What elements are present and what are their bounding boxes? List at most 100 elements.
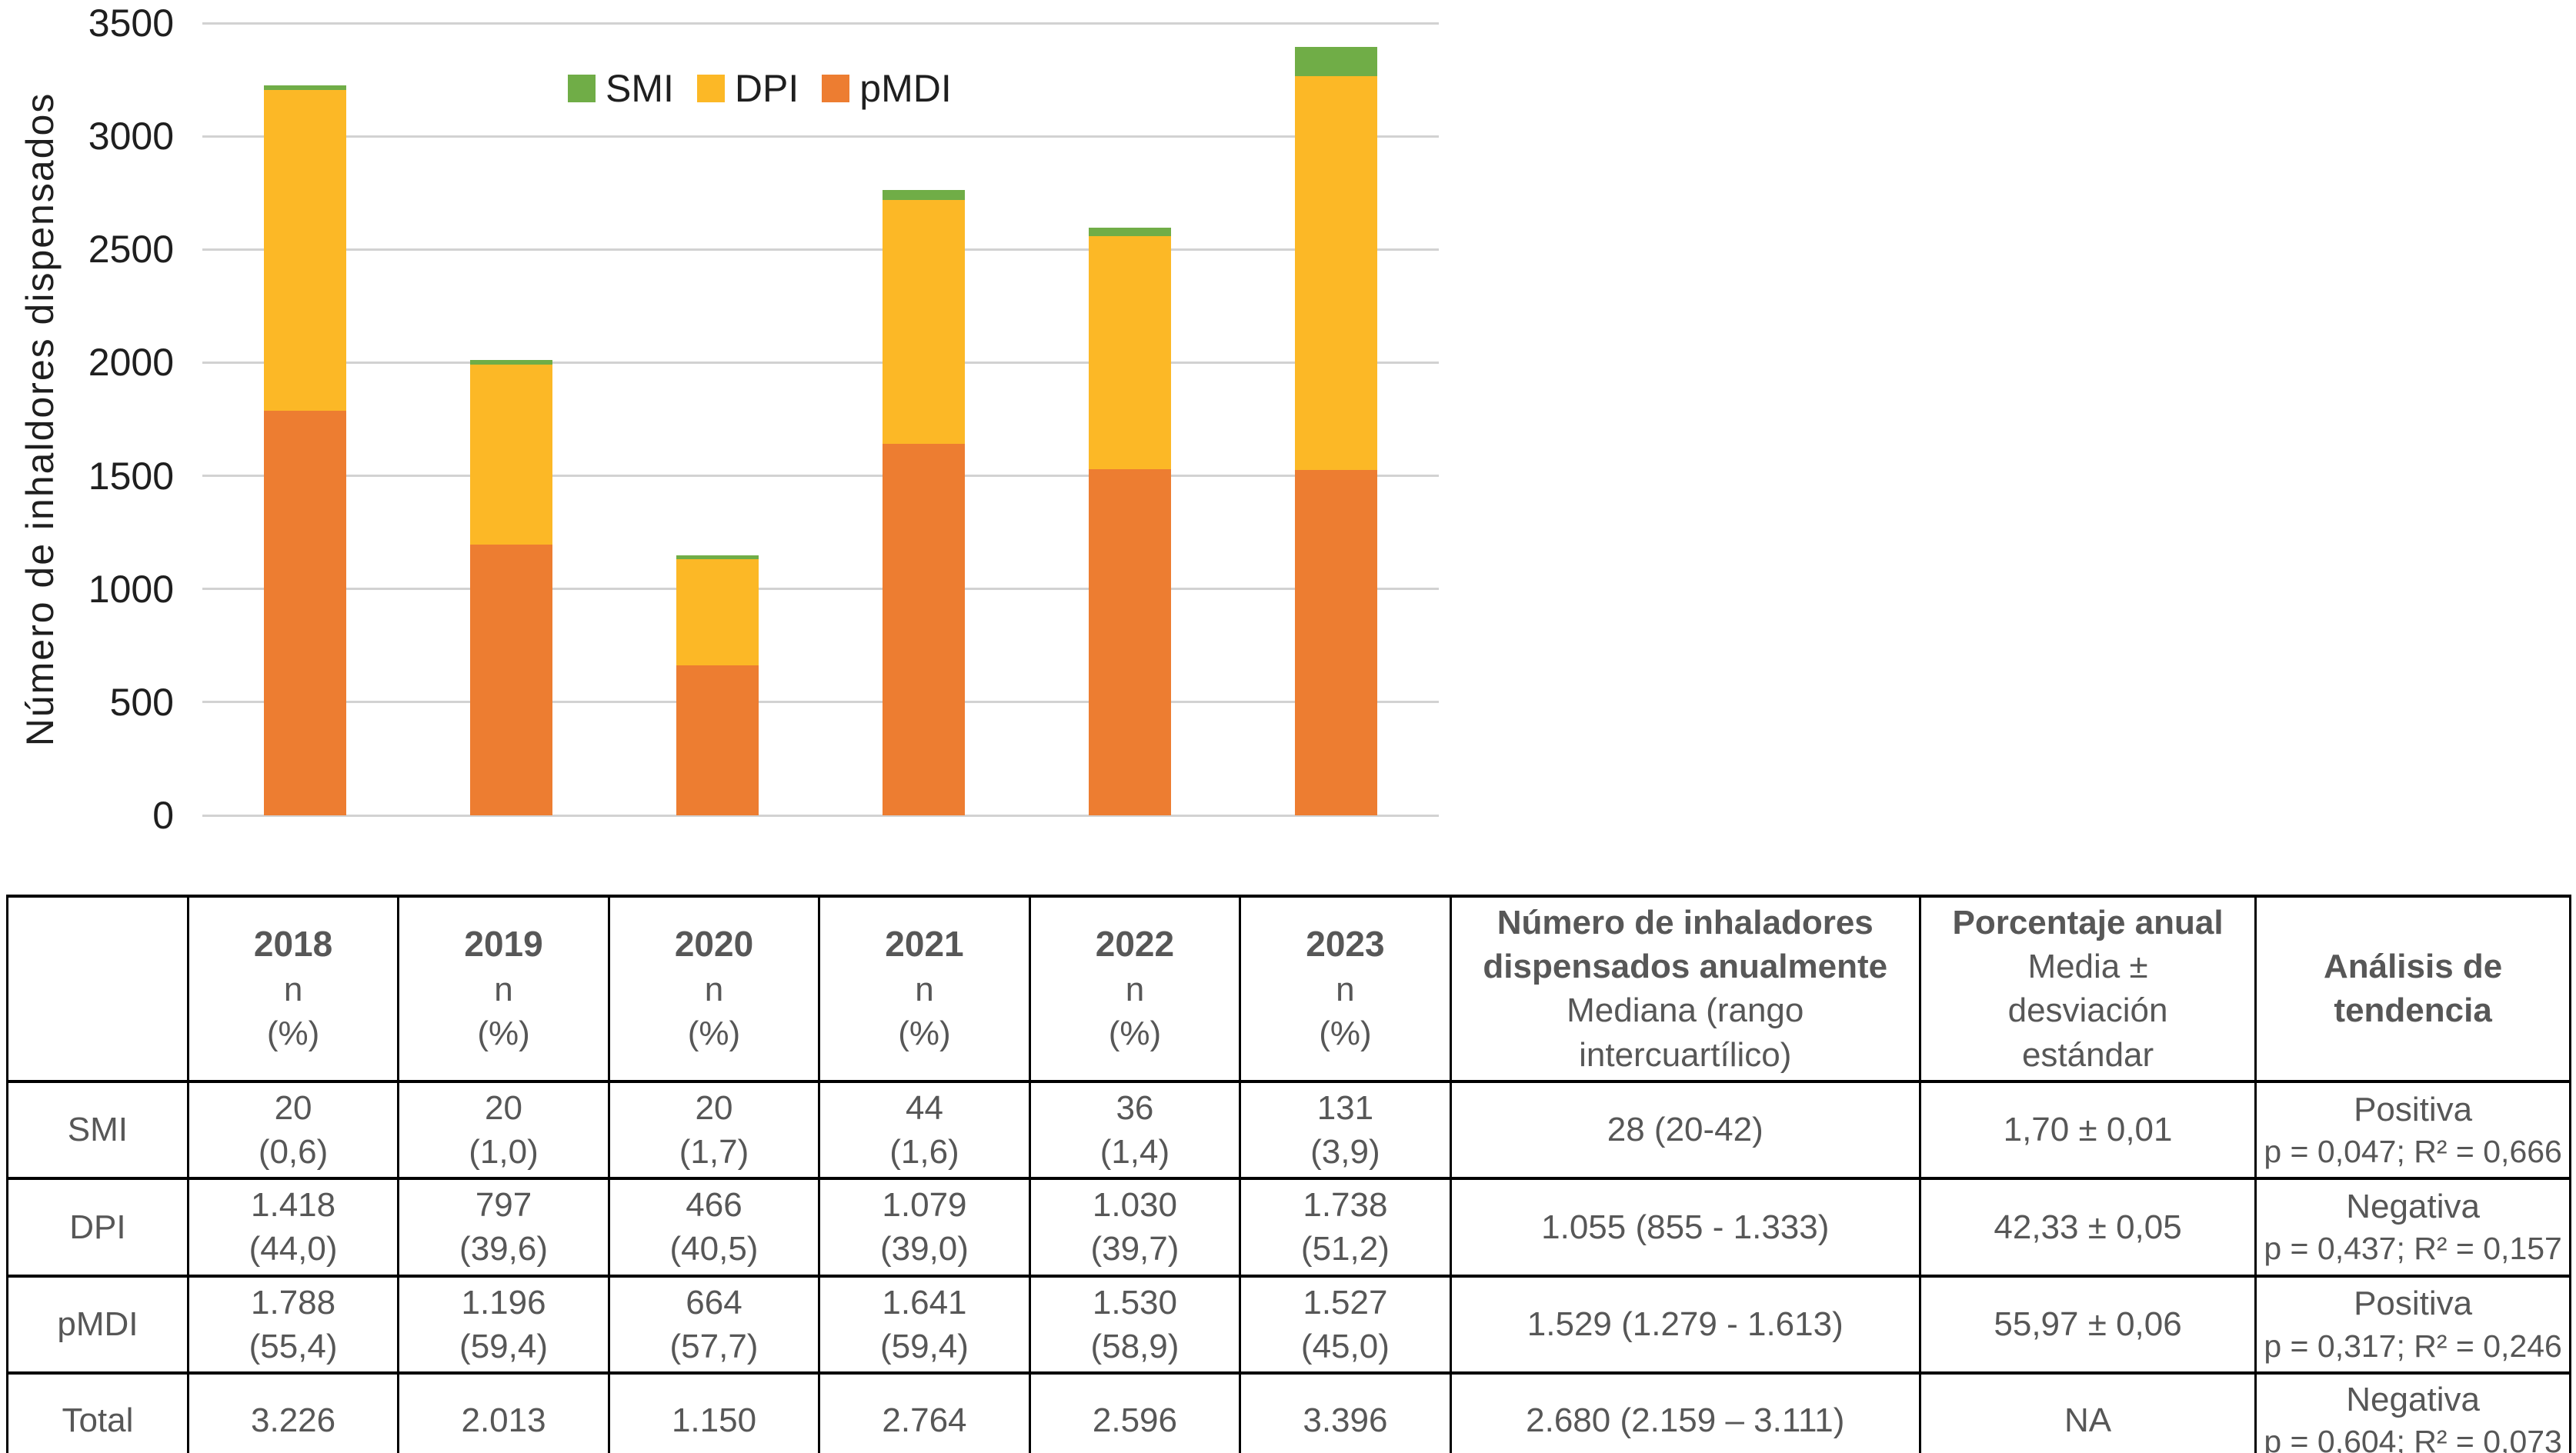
cell-dpi-2023: 1.738 (51,2) bbox=[1239, 1177, 1452, 1278]
legend-swatch-dpi bbox=[696, 75, 725, 102]
stat-header-1: Porcentaje anual Media ± desviación estánda… bbox=[1918, 895, 2257, 1083]
cell-pct: (0,6) bbox=[258, 1132, 329, 1171]
trend-statistics: p = 0,437; R² = 0,157 bbox=[2264, 1231, 2562, 1267]
bar-segment-2022-dpi bbox=[1088, 235, 1171, 469]
legend-swatch-smi bbox=[568, 75, 596, 102]
year-header-pct: (%) bbox=[687, 1015, 741, 1053]
gridline-2000 bbox=[202, 361, 1439, 364]
stacked-bar-chart: Número de inhaldores dispensados 3500 300… bbox=[0, 0, 1462, 885]
year-header-year: 2022 bbox=[1095, 924, 1175, 965]
bar-2018 bbox=[264, 85, 347, 815]
cell-pct: (51,2) bbox=[1300, 1230, 1390, 1268]
y-tick-label-0: 0 bbox=[152, 794, 174, 837]
bar-segment-2023-pmdi bbox=[1294, 469, 1377, 815]
year-header-year: 2023 bbox=[1306, 924, 1385, 965]
cell-pct: (44,0) bbox=[249, 1230, 338, 1268]
trend-direction: Negativa bbox=[2346, 1380, 2480, 1418]
cell-pct: (58,9) bbox=[1090, 1327, 1180, 1365]
cell-n: 1.788 bbox=[251, 1283, 336, 1321]
bar-segment-2018-smi bbox=[264, 85, 347, 90]
bar-segment-2021-pmdi bbox=[882, 444, 965, 815]
cell-pmdi-2023: 1.527 (45,0) bbox=[1239, 1274, 1452, 1375]
cell-dpi-2018: 1.418 (44,0) bbox=[186, 1177, 400, 1278]
cell-n: 20 bbox=[695, 1088, 733, 1127]
cell-total-2019: 2.013 bbox=[397, 1371, 610, 1453]
cell-median-pmdi: 1.529 (1.279 - 1.613) bbox=[1449, 1274, 1921, 1375]
y-tick-label-500: 500 bbox=[109, 680, 174, 724]
stat-header-0: Número de inhaladores dispensados anualme… bbox=[1449, 895, 1921, 1083]
table-row-pmdi: pMDI 1.788 (55,4) 1.196 (59,4) 664 (57,7) 1.641… bbox=[6, 1274, 2571, 1375]
bar-segment-2020-dpi bbox=[676, 559, 759, 665]
cell-n: 36 bbox=[1116, 1088, 1154, 1127]
bar-segment-2023-smi bbox=[1294, 46, 1377, 77]
cell-n: 1.527 bbox=[1303, 1283, 1388, 1321]
cell-mean-sd-total: NA bbox=[1918, 1371, 2257, 1453]
cell-trend-dpi: Negativa p = 0,437; R² = 0,157 bbox=[2254, 1177, 2571, 1278]
cell-trend-smi: Positiva p = 0,047; R² = 0,666 bbox=[2254, 1079, 2571, 1181]
cell-pct: (39,6) bbox=[459, 1230, 548, 1268]
cell-pct: (39,7) bbox=[1090, 1230, 1180, 1268]
year-header-n: n bbox=[704, 971, 724, 1009]
cell-n: 3.226 bbox=[251, 1401, 336, 1439]
cell-total-2022: 2.596 bbox=[1028, 1371, 1242, 1453]
cell-total-2020: 1.150 bbox=[607, 1371, 821, 1453]
cell-n: 2.013 bbox=[461, 1401, 546, 1439]
cell-pmdi-2019: 1.196 (59,4) bbox=[397, 1274, 610, 1375]
cell-total-2021: 2.764 bbox=[818, 1371, 1031, 1453]
bar-2019 bbox=[470, 359, 553, 815]
cell-total-2023: 3.396 bbox=[1239, 1371, 1452, 1453]
legend: SMI DPI pMDI bbox=[568, 66, 952, 111]
legend-label-pmdi: pMDI bbox=[859, 67, 952, 110]
year-header-2020: 2020 n (%) bbox=[607, 895, 821, 1083]
trend-statistics: p = 0,047; R² = 0,666 bbox=[2264, 1133, 2562, 1169]
cell-n: 2.764 bbox=[882, 1401, 967, 1439]
bar-segment-2021-smi bbox=[882, 189, 965, 200]
bar-segment-2018-pmdi bbox=[264, 410, 347, 815]
cell-smi-2018: 20 (0,6) bbox=[186, 1079, 400, 1181]
year-header-year: 2021 bbox=[885, 924, 964, 965]
cell-pct: (39,0) bbox=[879, 1230, 969, 1268]
trend-statistics: p = 0,317; R² = 0,246 bbox=[2264, 1328, 2562, 1364]
cell-pct: (1,7) bbox=[679, 1132, 749, 1171]
cell-pct: (1,4) bbox=[1099, 1132, 1170, 1171]
cell-pct: (55,4) bbox=[249, 1327, 338, 1365]
stat-header-title-line: Análisis de tendencia bbox=[2323, 948, 2503, 1030]
cell-pct: (59,4) bbox=[879, 1327, 969, 1365]
bar-segment-2022-pmdi bbox=[1088, 468, 1171, 815]
year-header-n: n bbox=[1125, 971, 1145, 1009]
year-header-2023: 2023 n (%) bbox=[1239, 895, 1452, 1083]
legend-item-dpi: DPI bbox=[696, 66, 799, 111]
y-tick-label-3500: 3500 bbox=[88, 2, 174, 45]
year-header-pct: (%) bbox=[898, 1015, 951, 1053]
table-body: SMI 20 (0,6) 20 (1,0) 20 (1,7) 44 (1,6) 36 (1,4) 13… bbox=[6, 1079, 2571, 1453]
cell-pmdi-2018: 1.788 (55,4) bbox=[186, 1274, 400, 1375]
cell-dpi-2019: 797 (39,6) bbox=[397, 1177, 610, 1278]
year-header-n: n bbox=[283, 971, 303, 1009]
trend-direction: Positiva bbox=[2354, 1285, 2473, 1323]
y-tick-label-1500: 1500 bbox=[88, 454, 174, 498]
cell-trend-total: Negativa p = 0,604; R² = 0,073 bbox=[2254, 1371, 2571, 1453]
row-label-total: Total bbox=[6, 1371, 189, 1453]
legend-label-smi: SMI bbox=[606, 67, 674, 110]
stat-header-subtitle-line: estándar bbox=[2021, 1035, 2154, 1074]
row-label-dpi: DPI bbox=[6, 1177, 189, 1278]
gridline-1000 bbox=[202, 588, 1439, 591]
cell-n: 1.530 bbox=[1092, 1283, 1177, 1321]
stat-header-subtitle-line: Media ± bbox=[2027, 948, 2148, 986]
cell-pmdi-2020: 664 (57,7) bbox=[607, 1274, 821, 1375]
gridline-0 bbox=[202, 814, 1439, 817]
gridline-3500 bbox=[202, 22, 1439, 25]
cell-pct: (59,4) bbox=[459, 1327, 548, 1365]
cell-dpi-2021: 1.079 (39,0) bbox=[818, 1177, 1031, 1278]
bar-segment-2019-pmdi bbox=[470, 545, 553, 815]
trend-statistics: p = 0,604; R² = 0,073 bbox=[2264, 1424, 2562, 1453]
plot-area bbox=[202, 22, 1439, 817]
gridline-2500 bbox=[202, 248, 1439, 251]
stat-header-title-line: Número de inhaladores bbox=[1497, 904, 1874, 941]
trend-direction: Negativa bbox=[2346, 1188, 2480, 1226]
cell-smi-2022: 36 (1,4) bbox=[1028, 1079, 1242, 1181]
cell-n: 466 bbox=[686, 1186, 742, 1225]
stat-header-subtitle-line: desviación bbox=[2007, 991, 2168, 1030]
y-tick-label-2500: 2500 bbox=[88, 228, 174, 272]
table-row-total: Total 3.226 2.013 1.150 2.764 2.596 3.396 2.680… bbox=[6, 1371, 2571, 1453]
